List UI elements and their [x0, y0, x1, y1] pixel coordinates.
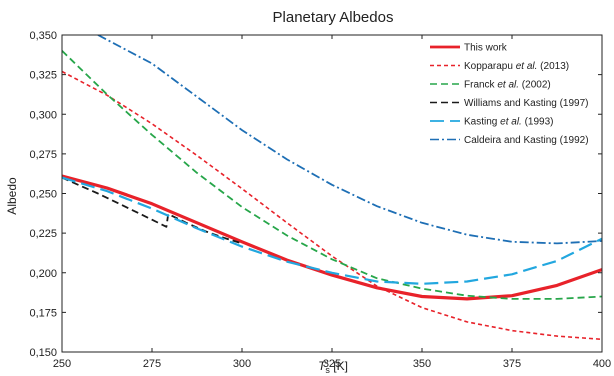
x-axis-label-subscript: s: [325, 365, 330, 375]
x-axis-label: Ts [K]: [318, 359, 348, 375]
legend-label-3: Franck et al. (2002): [464, 80, 551, 91]
chart-title: Planetary Albedos: [273, 9, 394, 26]
x-axis-label-unit: [K]: [330, 359, 348, 373]
x-tick-label: 375: [503, 358, 521, 370]
y-tick-label: 0,250: [29, 189, 57, 201]
legend: This work Kopparapu et al. (2013) Franck e…: [430, 43, 589, 146]
x-axis-label-main: T: [318, 359, 327, 373]
series-line-4: [62, 176, 243, 245]
y-tick-label: 0,225: [29, 228, 57, 240]
legend-label-4: Williams and Kasting (1997): [464, 98, 589, 109]
x-tick-label: 250: [53, 358, 71, 370]
y-axis-label: Albedo: [5, 177, 19, 215]
legend-label-2: Kopparapu et al. (2013): [464, 61, 569, 72]
x-tick-label: 275: [143, 358, 161, 370]
y-tick-label: 0,275: [29, 149, 57, 161]
legend-label-6: Caldeira and Kasting (1992): [464, 135, 589, 146]
x-tick-label: 325: [323, 358, 341, 370]
y-tick-label: 0,175: [29, 307, 57, 319]
axes: 250 275 300 325 350 375 400 0,150 0,175 0,200 0,22…: [29, 30, 611, 370]
y-tick-label: 0,200: [29, 268, 57, 280]
plot-area: [62, 35, 602, 341]
x-tick-label: 350: [413, 358, 431, 370]
y-tick-label: 0,325: [29, 70, 57, 82]
y-tick-label: 0,150: [29, 347, 57, 359]
y-tick-label: 0,300: [29, 109, 57, 121]
series-line-5: [62, 176, 602, 285]
series-line-6: [97, 35, 602, 245]
x-tick-label: 300: [233, 358, 251, 370]
series-line-1: [62, 174, 602, 301]
series-line-3: [62, 50, 602, 300]
x-tick-label: 400: [593, 358, 611, 370]
y-tick-label: 0,350: [29, 30, 57, 42]
legend-label-1: This work: [464, 43, 508, 54]
legend-label-5: Kasting et al. (1993): [464, 117, 554, 128]
